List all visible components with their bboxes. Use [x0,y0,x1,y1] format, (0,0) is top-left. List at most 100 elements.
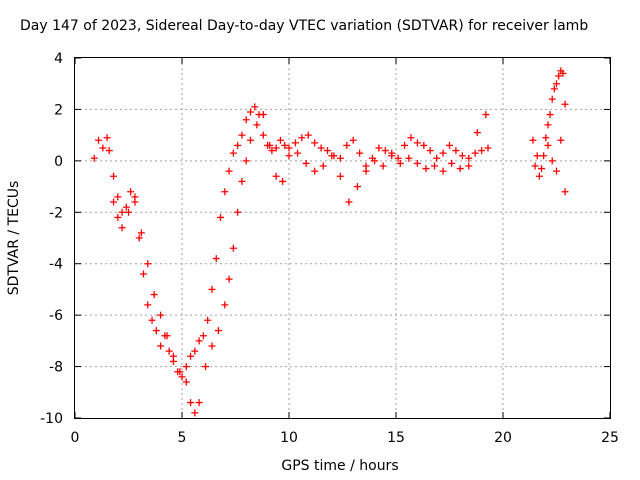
y-tick-label: 4 [54,51,63,67]
y-axis-label: SDTVAR / TECUs [6,181,22,296]
x-tick-label: 5 [178,430,187,446]
data-point [542,134,550,142]
data-point [317,144,325,152]
data-point [394,154,402,162]
data-point [529,136,537,144]
data-point [420,141,428,149]
data-point [253,121,261,129]
data-point [328,152,336,160]
data-point [550,85,558,93]
data-point [225,275,233,283]
data-point [433,154,441,162]
data-point [291,139,299,147]
y-tick-label: -8 [49,360,63,376]
data-point [285,144,293,152]
data-point [345,198,353,206]
data-point [259,111,267,119]
data-point [324,147,332,155]
data-point [242,157,250,165]
data-point [439,167,447,175]
data-point [139,270,147,278]
data-point [238,131,246,139]
data-point [208,342,216,350]
data-point [362,167,370,175]
data-point [431,162,439,170]
data-point [272,144,280,152]
chart-title: Day 147 of 2023, Sidereal Day-to-day VTE… [20,18,588,34]
data-point [234,208,242,216]
data-point [396,159,404,167]
data-point [548,95,556,103]
data-point [144,301,152,309]
data-point [251,103,259,111]
data-point [212,255,220,263]
data-point [242,116,250,124]
data-point [353,183,361,191]
data-point [544,141,552,149]
data-point [553,167,560,175]
data-point [266,141,274,149]
data-point [356,149,364,157]
data-point [118,208,126,216]
data-point [446,141,453,149]
data-point [204,316,212,324]
data-point [540,152,548,160]
data-point [471,149,479,157]
x-tick-label: 25 [601,430,619,446]
data-point [127,188,135,196]
data-point [176,368,184,376]
data-point [319,162,327,170]
data-point [95,136,103,144]
data-point [135,234,143,242]
data-point [544,121,552,129]
data-point [234,141,242,149]
data-point [221,301,229,309]
data-point [214,327,222,335]
data-point [538,165,546,173]
data-point [110,172,118,180]
data-point [294,149,302,157]
data-point [195,337,203,345]
data-point [458,152,466,160]
data-point [238,177,246,185]
series-sdtvar-second-arc [110,111,490,417]
data-point [413,159,421,167]
data-point [388,152,396,160]
data-point [105,147,113,155]
axis-ticks: 0 5 10 15 20 25 -10 -8 -6 -4 -2 0 2 4 [40,51,619,446]
data-point [533,152,541,160]
data-point [90,154,98,162]
data-point [182,378,190,386]
data-point [439,149,447,157]
data-point [557,136,565,144]
data-point [336,154,344,162]
x-tick-label: 20 [494,430,512,446]
data-point [371,157,379,165]
data-point [478,147,486,155]
data-point [285,152,293,160]
plot-frame [74,57,611,419]
data-point [110,198,118,206]
data-point [268,147,276,155]
data-point [195,399,203,407]
x-tick-label: 15 [387,430,405,446]
data-point [343,141,351,149]
y-tick-label: -2 [49,205,63,221]
data-point [103,134,111,142]
data-point [413,139,421,147]
data-point [125,208,132,216]
data-point [114,213,122,221]
x-tick-label: 0 [71,430,80,446]
data-point [182,363,190,371]
data-point [276,136,284,144]
data-point [144,260,152,268]
data-point [191,409,199,417]
data-point [178,373,186,381]
data-point [448,159,456,167]
data-point [157,311,165,319]
data-point [407,134,415,142]
series-sdtvar-late-segment [529,67,569,196]
data-point [553,80,560,88]
data-point [221,188,229,196]
